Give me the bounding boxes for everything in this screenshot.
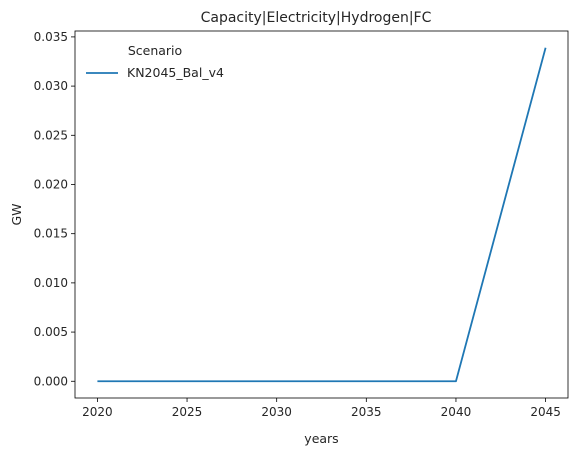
legend-title: Scenario [128, 43, 182, 58]
x-tick-label: 2020 [82, 405, 113, 419]
y-tick-label: 0.015 [34, 227, 68, 241]
x-axis-label: years [304, 431, 338, 446]
y-axis-label: GW [9, 203, 24, 225]
series-line-0 [97, 47, 547, 383]
y-tick-label: 0.010 [34, 276, 68, 290]
y-tick-label: 0.000 [34, 374, 68, 388]
y-tick-label: 0.025 [34, 128, 68, 142]
y-tick-label: 0.005 [34, 325, 68, 339]
x-tick-label: 2040 [441, 405, 472, 419]
x-tick-label: 2030 [261, 405, 292, 419]
y-tick-label: 0.020 [34, 177, 68, 191]
chart-title: Capacity|Electricity|Hydrogen|FC [201, 10, 432, 26]
y-tick-label: 0.035 [34, 30, 68, 44]
x-tick-label: 2035 [351, 405, 382, 419]
legend-label: KN2045_Bal_v4 [127, 65, 224, 80]
x-tick-label: 2025 [172, 405, 203, 419]
y-tick-label: 0.030 [34, 79, 68, 93]
plot-frame [74, 30, 569, 399]
x-axis: 2020 2025 2030 2035 2040 2045 [82, 398, 561, 419]
legend: Scenario KN2045_Bal_v4 [86, 43, 224, 80]
series-lines [97, 47, 547, 383]
plot-area [74, 30, 569, 399]
y-axis: 0.000 0.005 0.010 0.015 0.020 0.025 0.030 0.035 [34, 30, 75, 388]
x-tick-label: 2045 [530, 405, 561, 419]
